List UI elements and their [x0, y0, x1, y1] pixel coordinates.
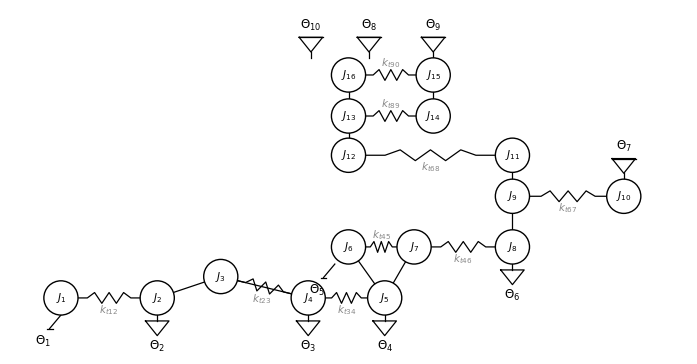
Text: $J_{5}$: $J_{5}$ — [379, 291, 390, 305]
Ellipse shape — [397, 230, 431, 264]
Ellipse shape — [140, 281, 174, 315]
Text: $\Theta_{1}$: $\Theta_{1}$ — [35, 334, 51, 349]
Ellipse shape — [332, 230, 366, 264]
Text: $k_{\mathit{t68}}$: $k_{\mathit{t68}}$ — [421, 160, 441, 174]
Text: $k_{\mathit{t46}}$: $k_{\mathit{t46}}$ — [454, 252, 473, 266]
Ellipse shape — [496, 230, 530, 264]
Ellipse shape — [332, 58, 366, 92]
Text: $J_{7}$: $J_{7}$ — [408, 240, 420, 254]
Ellipse shape — [367, 281, 401, 315]
Text: $k_{\mathit{t90}}$: $k_{\mathit{t90}}$ — [381, 56, 401, 70]
Text: $\Theta_{5}$: $\Theta_{5}$ — [309, 283, 325, 298]
Ellipse shape — [416, 58, 450, 92]
Text: $J_{16}$: $J_{16}$ — [341, 68, 356, 82]
Text: $J_{12}$: $J_{12}$ — [341, 148, 356, 162]
Text: $k_{\mathit{t23}}$: $k_{\mathit{t23}}$ — [252, 292, 271, 305]
Text: $k_{\mathit{t34}}$: $k_{\mathit{t34}}$ — [337, 303, 356, 317]
Text: $k_{\mathit{t12}}$: $k_{\mathit{t12}}$ — [100, 303, 118, 317]
Text: $J_{13}$: $J_{13}$ — [341, 109, 356, 123]
Text: $k_{\mathit{t45}}$: $k_{\mathit{t45}}$ — [372, 228, 391, 242]
Ellipse shape — [204, 260, 238, 294]
Text: $J_{11}$: $J_{11}$ — [505, 148, 520, 162]
Text: $J_{6}$: $J_{6}$ — [343, 240, 354, 254]
Text: $J_{2}$: $J_{2}$ — [152, 291, 162, 305]
Ellipse shape — [332, 99, 366, 133]
Text: $J_{14}$: $J_{14}$ — [425, 109, 441, 123]
Text: $\Theta_{6}$: $\Theta_{6}$ — [505, 288, 521, 303]
Ellipse shape — [291, 281, 325, 315]
Text: $k_{\mathit{t67}}$: $k_{\mathit{t67}}$ — [558, 201, 578, 215]
Text: $\Theta_{9}$: $\Theta_{9}$ — [425, 18, 441, 33]
Ellipse shape — [496, 138, 530, 173]
Text: $\Theta_{2}$: $\Theta_{2}$ — [149, 339, 165, 354]
Text: $\Theta_{8}$: $\Theta_{8}$ — [361, 18, 377, 33]
Text: $k_{\mathit{t89}}$: $k_{\mathit{t89}}$ — [381, 97, 401, 111]
Text: $\Theta_{7}$: $\Theta_{7}$ — [616, 139, 631, 154]
Text: $J_{3}$: $J_{3}$ — [215, 269, 227, 284]
Text: $J_{1}$: $J_{1}$ — [56, 291, 66, 305]
Text: $\Theta_{3}$: $\Theta_{3}$ — [300, 339, 316, 354]
Text: $J_{15}$: $J_{15}$ — [426, 68, 441, 82]
Text: $\Theta_{4}$: $\Theta_{4}$ — [376, 339, 393, 354]
Ellipse shape — [496, 179, 530, 213]
Text: $J_{4}$: $J_{4}$ — [302, 291, 314, 305]
Text: $J_{8}$: $J_{8}$ — [507, 240, 518, 254]
Text: $J_{10}$: $J_{10}$ — [616, 189, 631, 203]
Ellipse shape — [606, 179, 641, 213]
Text: $\Theta_{10}$: $\Theta_{10}$ — [300, 18, 321, 33]
Text: $J_{9}$: $J_{9}$ — [507, 189, 518, 203]
Ellipse shape — [416, 99, 450, 133]
Ellipse shape — [44, 281, 78, 315]
Ellipse shape — [332, 138, 366, 173]
